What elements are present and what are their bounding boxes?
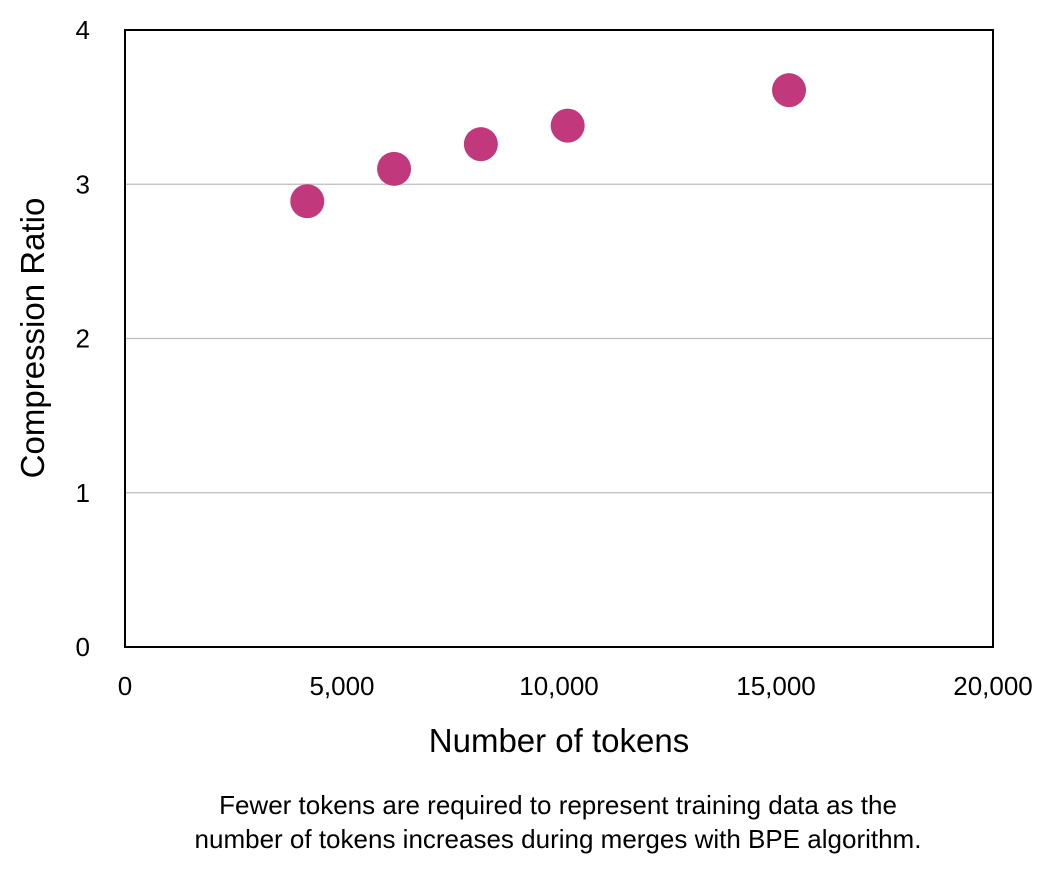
scatter-chart: 0 5,000 10,000 15,000 20,000 0 1 2 3 4 Number of… (14, 15, 1033, 759)
x-tick-label: 5,000 (309, 671, 374, 701)
y-tick-label: 4 (76, 15, 90, 45)
y-axis-tick-labels: 0 1 2 3 4 (76, 15, 90, 662)
y-tick-label: 3 (76, 169, 90, 199)
y-tick-label: 2 (76, 324, 90, 354)
x-tick-label: 15,000 (736, 671, 816, 701)
x-tick-label: 20,000 (953, 671, 1033, 701)
data-point-1 (290, 184, 325, 219)
y-axis-title: Compression Ratio (14, 198, 51, 479)
x-axis-title: Number of tokens (429, 722, 689, 759)
caption-line-2: number of tokens increases during merges… (194, 824, 922, 854)
x-axis-tick-labels: 0 5,000 10,000 15,000 20,000 (118, 671, 1033, 701)
data-points (290, 73, 807, 219)
plot-area-frame (124, 29, 994, 648)
data-point-3 (463, 127, 498, 162)
data-point-2 (377, 151, 412, 186)
y-tick-label: 1 (76, 478, 90, 508)
figure-caption: Fewer tokens are required to represent t… (100, 788, 1016, 856)
data-point-5 (772, 73, 807, 108)
y-tick-label: 0 (76, 632, 90, 662)
caption-line-1: Fewer tokens are required to represent t… (219, 790, 897, 820)
grid-lines (125, 183, 993, 494)
x-tick-label: 10,000 (519, 671, 599, 701)
data-point-4 (550, 108, 585, 143)
x-tick-label: 0 (118, 671, 132, 701)
